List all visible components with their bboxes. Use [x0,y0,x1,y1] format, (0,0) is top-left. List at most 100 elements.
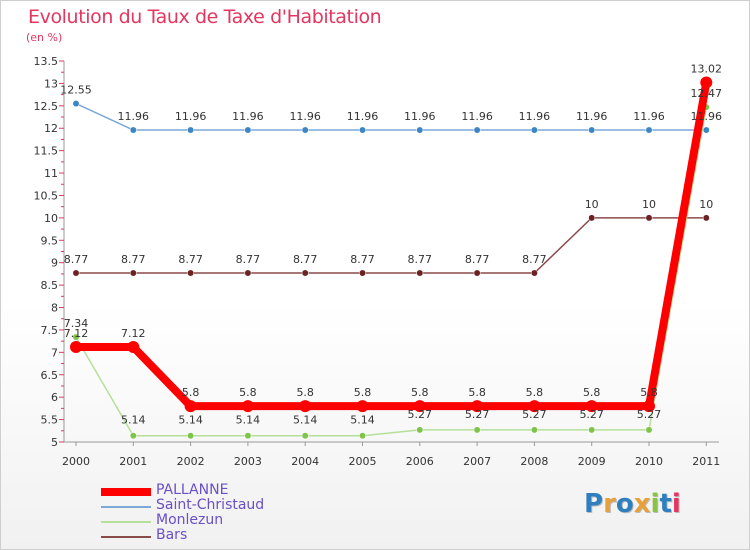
data-point-monlezun [530,426,538,434]
data-label-saint-christaud: 11.96 [232,110,264,123]
data-label-pallanne: 5.8 [354,386,372,399]
data-label-bars: 8.77 [64,253,89,266]
data-label-saint-christaud: 11.96 [289,110,321,123]
data-label-monlezun: 5.14 [293,414,318,427]
data-point-monlezun [645,426,653,434]
data-label-monlezun: 5.27 [465,408,490,421]
series-line-bars [76,217,707,274]
y-tick-label: 9 [51,257,58,270]
data-label-monlezun: 5.27 [408,408,433,421]
data-point-saint-christaud [129,126,137,134]
y-tick-label: 8 [51,302,58,315]
data-label-saint-christaud: 11.96 [175,110,207,123]
data-point-bars [129,269,137,277]
data-point-bars [473,269,481,277]
series-line-pallanne [72,78,711,411]
x-tick-label: 2000 [62,455,90,468]
data-label-monlezun: 5.14 [236,414,261,427]
data-point-bars [301,269,309,277]
legend-label: PALLANNE [156,482,229,498]
data-point-pallanne [471,400,484,413]
data-point-monlezun [588,426,596,434]
data-point-bars [702,214,710,222]
y-tick-label: 11 [44,167,58,180]
data-point-bars [359,269,366,277]
logo-letter: i [650,489,660,519]
data-label-monlezun: 5.14 [350,414,375,427]
chart-subtitle: (en %) [26,31,63,44]
data-point-monlezun [416,426,424,434]
data-point-bars [416,269,424,277]
data-point-bars [72,269,80,277]
x-tick-label: 2009 [578,455,606,468]
data-point-monlezun [129,432,137,440]
data-label-pallanne: 5.8 [239,386,257,399]
legend-swatch [101,521,151,523]
data-label-pallanne: 13.02 [691,63,723,76]
data-point-saint-christaud [301,126,309,134]
data-point-bars [588,214,596,222]
y-tick-label: 12 [44,122,58,135]
data-point-pallanne [528,400,541,413]
y-tick-label: 10.5 [34,189,59,202]
data-point-bars [645,214,653,222]
data-point-saint-christaud [645,126,653,134]
data-label-saint-christaud: 11.96 [118,110,150,123]
series-layer [70,76,713,440]
data-point-saint-christaud [72,100,80,108]
series-line-saint-christaud [75,102,707,131]
data-label-pallanne: 5.8 [526,386,544,399]
data-point-pallanne [585,400,598,413]
data-point-monlezun [473,426,481,434]
data-label-pallanne: 5.8 [583,386,601,399]
data-label-monlezun: 7.34 [64,317,89,330]
y-tick-label: 5.5 [41,414,59,427]
x-tick-label: 2005 [349,455,377,468]
data-point-pallanne [241,400,254,413]
data-point-pallanne [700,76,713,89]
chart-title: Evolution du Taux de Taxe d'Habitation [28,6,382,28]
axes: 5 5.5 6 6.5 7 7.5 8 8.5 9 9.5 10 10.5 11 11.5 12 12.5 13… [34,55,721,468]
y-tick-label: 10 [44,212,58,225]
x-tick-label: 2004 [291,455,319,468]
x-tick-label: 2001 [119,455,147,468]
data-point-pallanne [643,400,655,413]
data-point-monlezun [244,432,252,440]
data-label-saint-christaud: 11.96 [691,110,723,123]
data-label-pallanne: 5.8 [411,386,429,399]
x-tick-label: 2003 [234,455,262,468]
x-tick-label: 2002 [177,455,205,468]
data-label-bars: 8.77 [236,253,261,266]
data-point-monlezun [72,333,80,341]
y-tick-label: 6 [51,391,58,404]
data-label-saint-christaud: 11.96 [461,110,493,123]
data-label-bars: 8.77 [121,253,146,266]
data-label-pallanne: 5.8 [468,386,486,399]
series-line-monlezun [75,107,708,437]
data-label-saint-christaud: 11.96 [347,110,379,123]
data-point-monlezun [359,432,366,440]
data-label-pallanne: 7.12 [64,327,89,340]
x-tick-label: 2011 [692,455,720,468]
data-label-saint-christaud: 11.96 [519,110,551,123]
logo-letter: t [659,489,672,519]
data-point-saint-christaud [416,126,424,134]
logo-letter: x [633,489,651,519]
data-point-saint-christaud [359,126,366,134]
x-tick-label: 2006 [406,455,434,468]
data-label-pallanne: 5.8 [296,386,314,399]
label-layer: 12.55 11.96 11.96 11.96 11.96 11.96 11.96 11.96… [60,63,722,427]
data-point-pallanne [127,340,140,353]
data-point-pallanne [184,400,197,413]
legend-swatch [101,488,151,496]
data-label-pallanne: 5.8 [640,386,658,399]
y-tick-label: 12.5 [34,100,59,113]
data-label-bars: 8.77 [522,253,547,266]
data-label-bars: 8.77 [178,253,203,266]
y-tick-label: 13 [44,77,58,90]
data-point-pallanne [70,340,82,353]
proxiti-logo: Proxiti [584,489,681,519]
data-label-monlezun: 12.47 [691,87,723,100]
legend-label: Monlezun [156,512,224,528]
